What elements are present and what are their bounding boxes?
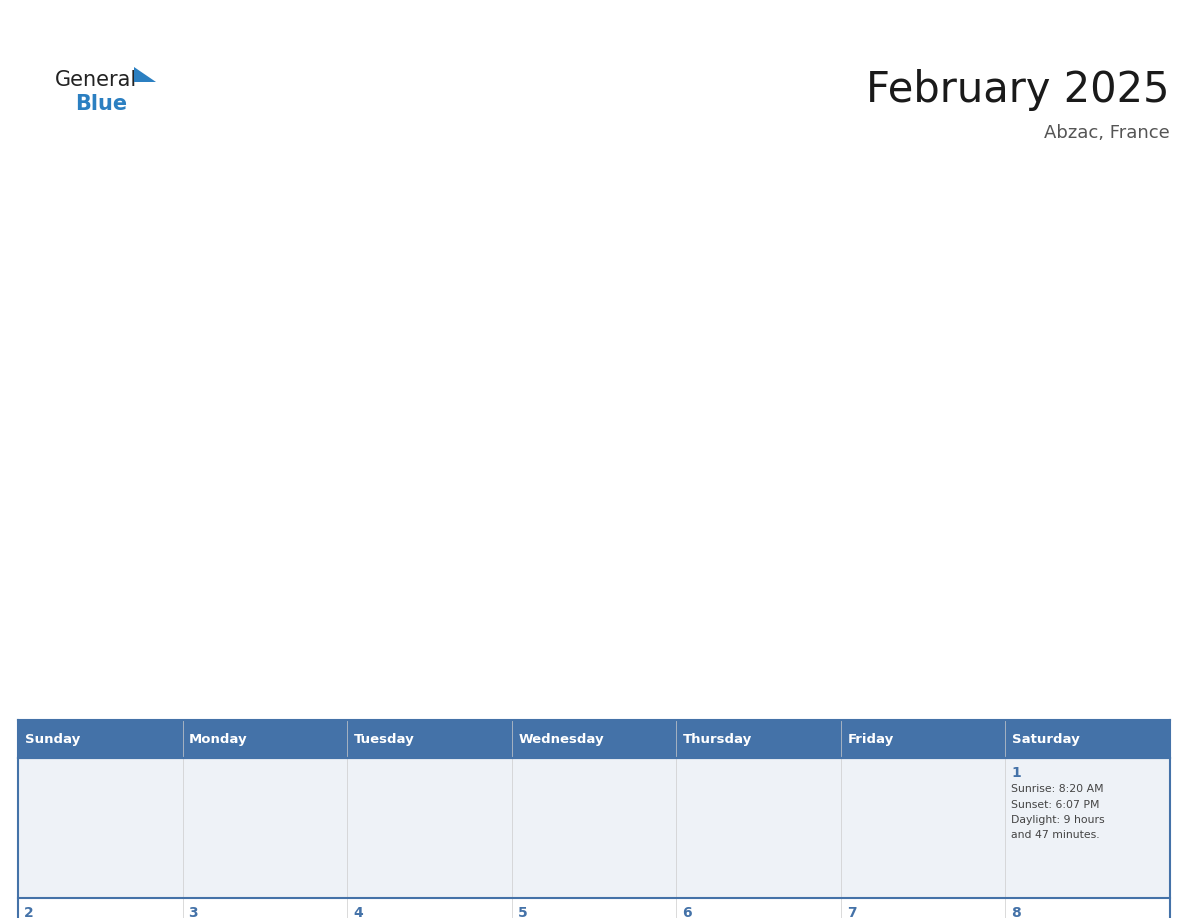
Text: 3: 3 <box>189 906 198 918</box>
Text: 2: 2 <box>24 906 33 918</box>
Bar <box>512 758 676 899</box>
Text: Sunrise: 8:20 AM: Sunrise: 8:20 AM <box>1011 784 1104 794</box>
Text: Monday: Monday <box>189 733 248 745</box>
Text: 4: 4 <box>353 906 362 918</box>
Text: 7: 7 <box>847 906 857 918</box>
Bar <box>18 899 183 918</box>
Bar <box>1005 758 1170 899</box>
Text: Tuesday: Tuesday <box>354 733 415 745</box>
Bar <box>676 758 841 899</box>
Bar <box>512 720 676 758</box>
Bar <box>676 899 841 918</box>
Text: General: General <box>55 70 138 90</box>
Bar <box>183 720 347 758</box>
Text: Friday: Friday <box>847 733 893 745</box>
Bar <box>841 758 1005 899</box>
Bar <box>18 758 183 899</box>
Bar <box>1005 720 1170 758</box>
Bar <box>183 758 347 899</box>
Text: Blue: Blue <box>75 94 127 114</box>
Bar <box>347 899 512 918</box>
Bar <box>676 720 841 758</box>
Text: 6: 6 <box>682 906 691 918</box>
Text: Abzac, France: Abzac, France <box>1044 124 1170 142</box>
Bar <box>1005 899 1170 918</box>
Text: and 47 minutes.: and 47 minutes. <box>1011 831 1100 841</box>
Bar <box>183 899 347 918</box>
Text: Sunset: 6:07 PM: Sunset: 6:07 PM <box>1011 800 1100 810</box>
Text: 1: 1 <box>1011 766 1022 780</box>
Text: 5: 5 <box>518 906 527 918</box>
Text: 8: 8 <box>1011 906 1022 918</box>
Bar <box>841 899 1005 918</box>
Bar <box>347 758 512 899</box>
Text: Thursday: Thursday <box>683 733 752 745</box>
Bar <box>347 720 512 758</box>
Bar <box>841 720 1005 758</box>
Bar <box>18 720 183 758</box>
Polygon shape <box>134 67 156 82</box>
Text: Wednesday: Wednesday <box>518 733 604 745</box>
Text: February 2025: February 2025 <box>866 69 1170 111</box>
Text: Saturday: Saturday <box>1012 733 1080 745</box>
Text: Sunday: Sunday <box>25 733 80 745</box>
Text: Daylight: 9 hours: Daylight: 9 hours <box>1011 815 1105 825</box>
Bar <box>512 899 676 918</box>
